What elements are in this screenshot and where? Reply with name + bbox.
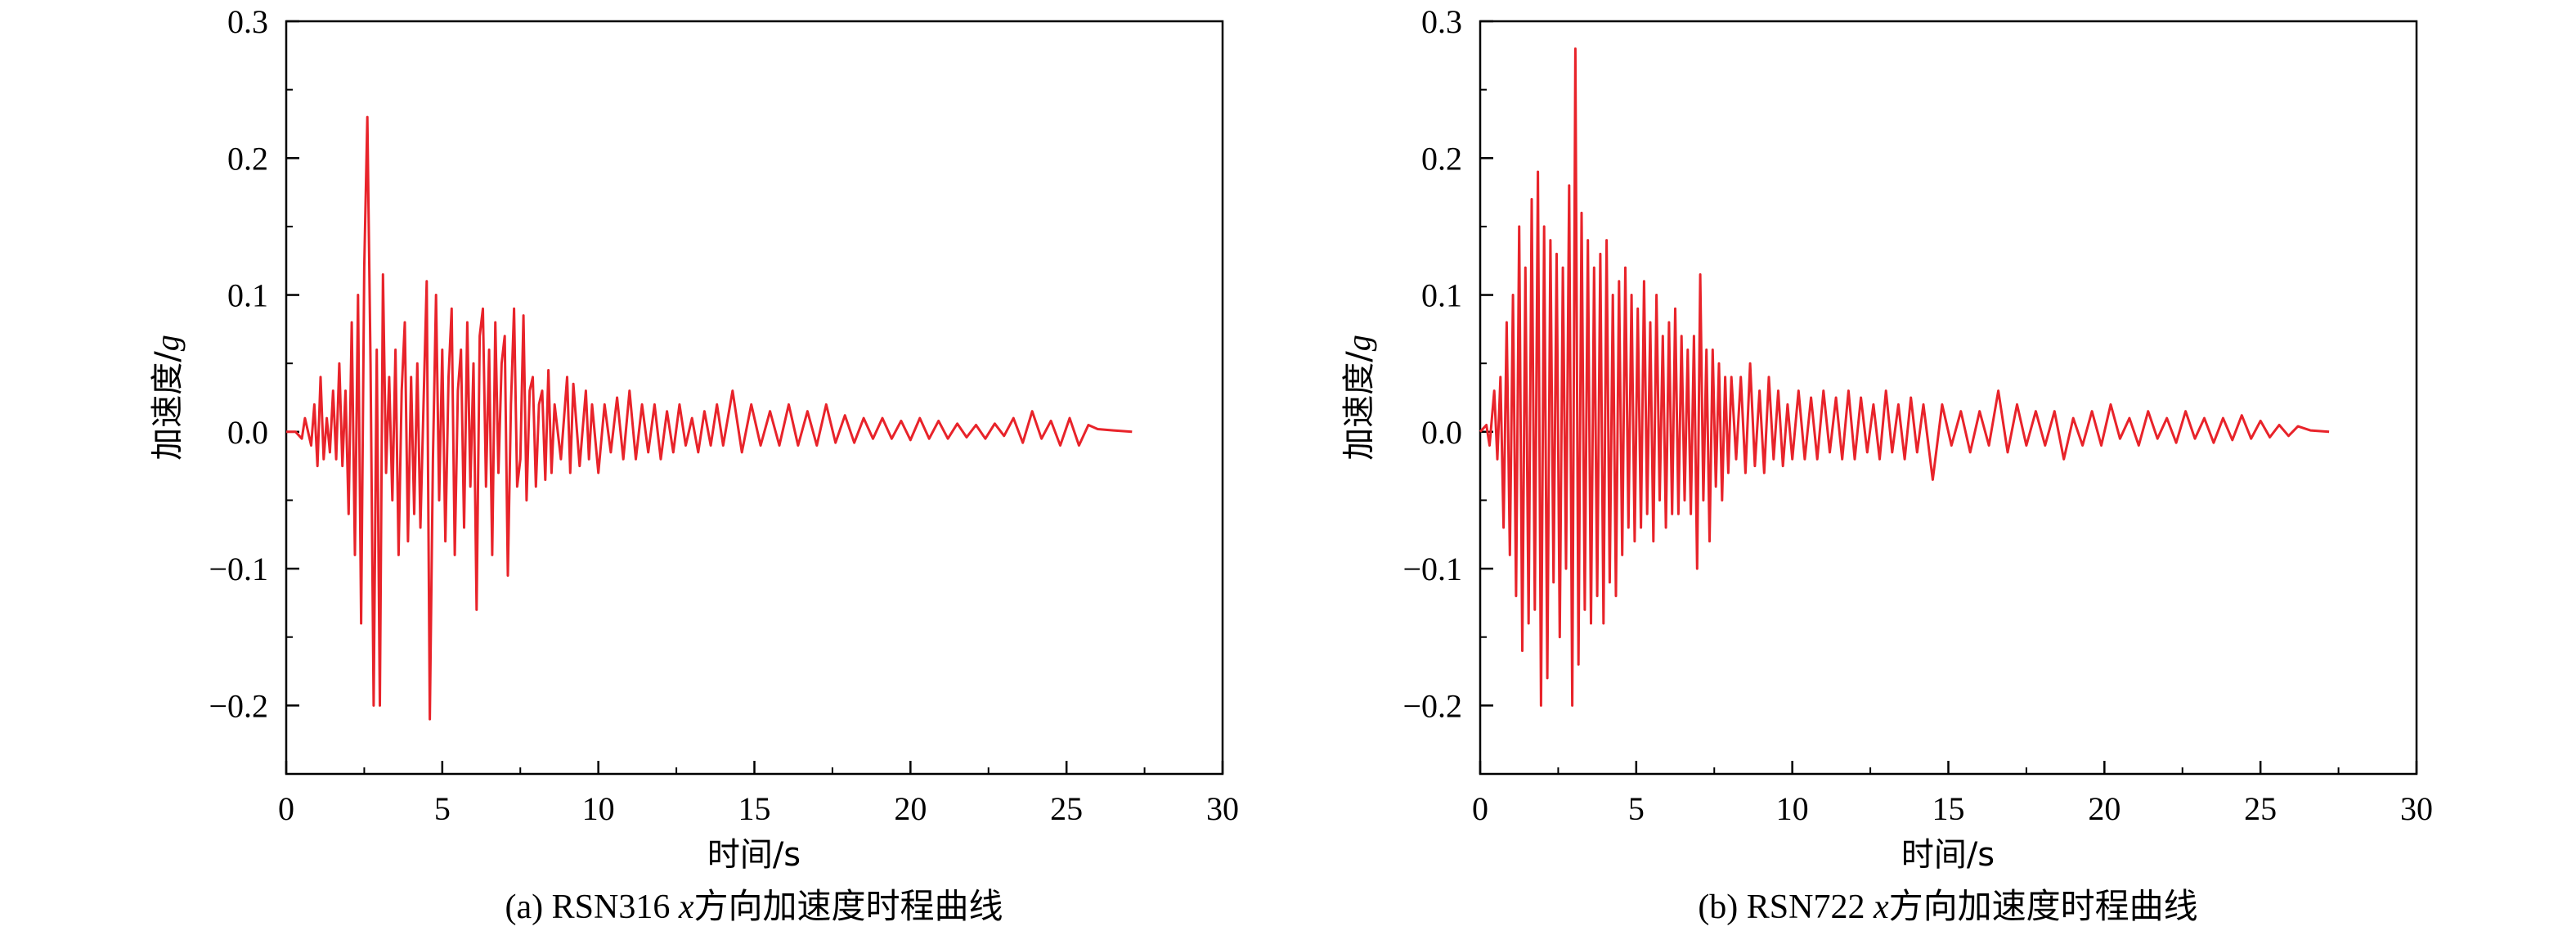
y-tick-label: 0.3 (227, 3, 268, 40)
x-tick-label: 5 (434, 790, 451, 827)
y-axis-label: 加速度/g (1340, 335, 1378, 460)
y-tick-labels: −0.2 −0.1 0.0 0.1 0.2 0.3 (1402, 3, 1462, 724)
y-tick-label: 0.0 (227, 414, 268, 451)
x-tick-label: 30 (1206, 790, 1239, 827)
x-tick-label: 20 (894, 790, 927, 827)
x-tick-labels: 0 5 10 15 20 25 30 (1472, 790, 2433, 827)
series-line (286, 115, 1133, 721)
y-tick-label: 0.1 (227, 277, 268, 314)
axis-ticks (1479, 20, 2418, 775)
y-tick-label: −0.1 (209, 551, 268, 587)
x-tick-label: 25 (2244, 790, 2277, 827)
x-tick-label: 5 (1628, 790, 1645, 827)
y-tick-label: 0.0 (1421, 414, 1462, 451)
x-axis-label: 时间/s (707, 836, 801, 874)
y-axis-label: 加速度/g (149, 335, 186, 460)
chart-panel-b: 0 5 10 15 20 25 30 −0.2 −0.1 0.0 0.1 0.2 0.3 时间/s 加… (1340, 3, 2433, 926)
x-axis-label: 时间/s (1901, 836, 1995, 874)
y-tick-label: −0.1 (1402, 551, 1462, 587)
y-tick-labels: −0.2 −0.1 0.0 0.1 0.2 0.3 (209, 3, 268, 724)
x-tick-labels: 0 5 10 15 20 25 30 (278, 790, 1239, 827)
panel-caption: (b) RSN722 x方向加速度时程曲线 (1698, 886, 2197, 926)
x-tick-label: 30 (2400, 790, 2433, 827)
y-tick-label: 0.2 (1421, 140, 1462, 177)
panel-caption: (a) RSN316 x方向加速度时程曲线 (505, 886, 1003, 926)
chart-panel-a: 0 5 10 15 20 25 30 −0.2 −0.1 0.0 0.1 0.2 0.3 时间/s 加… (149, 3, 1239, 926)
y-tick-label: 0.1 (1421, 277, 1462, 314)
x-tick-label: 10 (1776, 790, 1809, 827)
x-tick-label: 10 (582, 790, 615, 827)
series-line (1479, 47, 2330, 707)
x-tick-label: 15 (1932, 790, 1965, 827)
x-tick-label: 0 (278, 790, 294, 827)
x-tick-label: 0 (1472, 790, 1488, 827)
y-tick-label: −0.2 (1402, 687, 1462, 724)
y-tick-label: −0.2 (209, 687, 268, 724)
y-tick-label: 0.2 (227, 140, 268, 177)
x-tick-label: 15 (738, 790, 771, 827)
x-tick-label: 20 (2088, 790, 2120, 827)
y-tick-label: 0.3 (1421, 3, 1462, 40)
x-tick-label: 25 (1050, 790, 1083, 827)
